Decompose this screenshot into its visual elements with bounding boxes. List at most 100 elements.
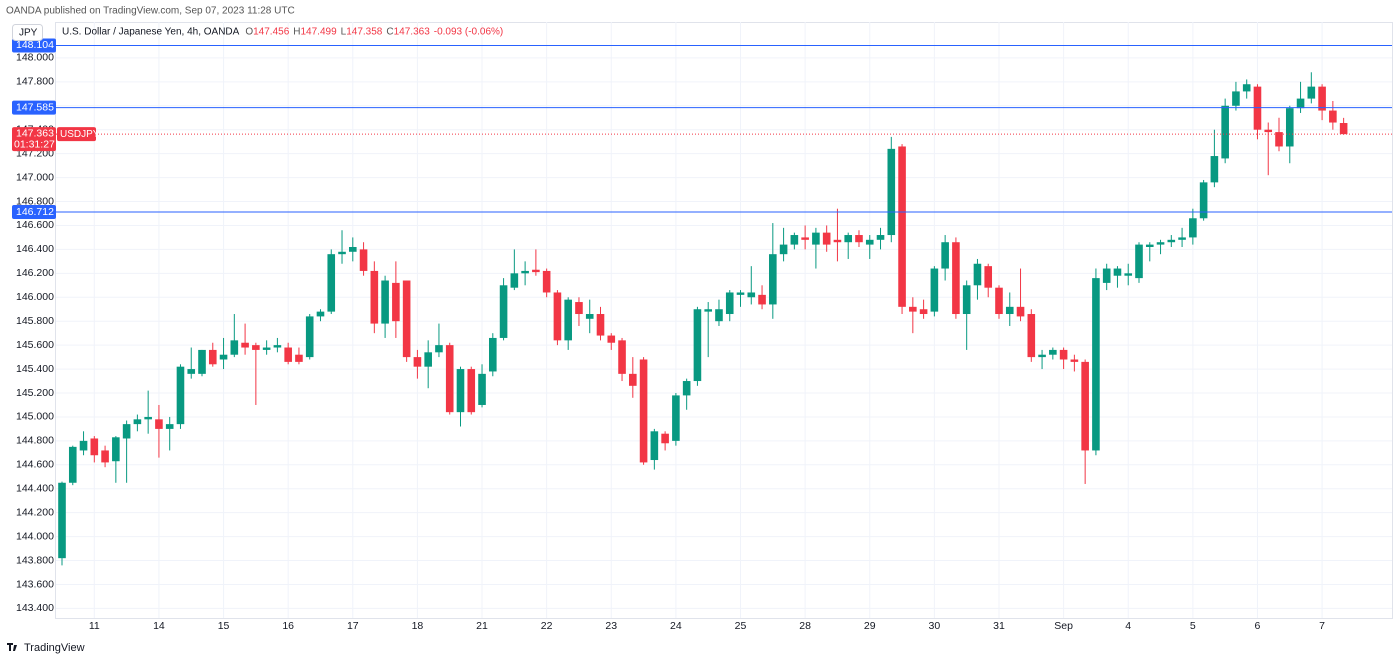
last-price-label: 147.363 — [16, 127, 54, 139]
last-price-tag — [12, 127, 56, 152]
candle-body — [952, 242, 960, 315]
candle-body — [898, 146, 906, 307]
candle-body — [273, 345, 282, 348]
candle-body — [122, 424, 131, 439]
candle-body — [381, 280, 389, 324]
candle-body — [305, 316, 314, 358]
candle-body — [1113, 268, 1122, 276]
candle-body — [984, 266, 993, 288]
candle-body — [1016, 306, 1025, 317]
y-tick-label: 148.000 — [16, 52, 54, 64]
candle-body — [1145, 244, 1154, 247]
candle-body — [693, 309, 702, 382]
symbol-label: USDJPY — [60, 129, 100, 140]
candle-body — [1156, 242, 1165, 245]
candle-body — [219, 354, 228, 360]
candle-body — [564, 299, 572, 341]
candle-body — [1059, 349, 1068, 360]
candle-body — [90, 438, 99, 456]
candle-body — [478, 373, 486, 405]
candle-body — [1027, 314, 1036, 358]
candle-body — [801, 237, 809, 240]
candle-body — [338, 251, 346, 255]
y-tick-label: 147.000 — [16, 171, 54, 183]
candle-body — [510, 273, 519, 288]
x-tick-label: 6 — [1255, 620, 1261, 632]
candle-body — [133, 419, 142, 425]
symbol-tag — [57, 127, 96, 142]
legend-key: L — [341, 27, 347, 38]
y-tick-label: 145.600 — [16, 339, 54, 351]
x-tick-label: 4 — [1125, 620, 1131, 632]
overlay: 148.104147.585146.712147.36301:31:27USDJ… — [12, 24, 1392, 220]
legend-value: 147.358 — [346, 27, 383, 38]
candle-body — [575, 302, 583, 315]
candle-body — [1092, 278, 1100, 451]
candle-body — [262, 347, 271, 350]
level-tag — [12, 38, 56, 53]
candle-body — [176, 366, 185, 425]
candle-body — [585, 314, 594, 319]
candle-body — [607, 335, 616, 343]
legend-key: H — [293, 27, 300, 38]
candle-body — [973, 263, 982, 286]
countdown: 01:31:27 — [14, 138, 55, 150]
plot-frame — [55, 22, 1393, 619]
grid: 143.400 143.600 143.800 144.000 144.200 144.4… — [16, 22, 1392, 632]
candle-body — [790, 235, 799, 245]
candle-body — [758, 294, 766, 305]
legend-key: C — [386, 27, 393, 38]
currency-box — [12, 24, 43, 41]
x-tick-label: 24 — [670, 620, 682, 632]
logo-icon — [7, 643, 17, 651]
candle-body — [424, 352, 432, 367]
chart-title: U.S. Dollar / Japanese Yen, 4h, OANDA — [62, 27, 240, 38]
candle-body — [1339, 123, 1348, 135]
x-tick-label: 18 — [412, 620, 424, 632]
candle-body — [1005, 306, 1014, 315]
candle-body — [413, 357, 422, 367]
y-tick-label: 146.600 — [16, 219, 54, 231]
candle-body — [844, 235, 853, 243]
candles — [58, 72, 1348, 566]
level-label: 147.585 — [16, 101, 54, 113]
candle-body — [865, 239, 874, 245]
candle-body — [1135, 244, 1143, 279]
y-tick-label: 144.200 — [16, 506, 54, 518]
y-tick-label: 145.400 — [16, 363, 54, 375]
x-tick-label: 23 — [605, 620, 617, 632]
candle-body — [833, 239, 842, 243]
candle-body — [639, 359, 648, 463]
candle-body — [489, 337, 497, 372]
candle-body — [499, 285, 508, 338]
candle-body — [68, 446, 77, 483]
candle-body — [1038, 354, 1046, 358]
currency-label: JPY — [19, 28, 38, 39]
y-tick-label: 146.000 — [16, 291, 54, 303]
candle-body — [812, 232, 820, 245]
x-tick-label: 25 — [735, 620, 747, 632]
candle-body — [618, 340, 626, 374]
candle-body — [187, 369, 196, 374]
y-tick-label: 144.800 — [16, 435, 54, 447]
y-tick-label: 143.600 — [16, 578, 54, 590]
candle-body — [876, 235, 885, 240]
candle-body — [348, 246, 357, 252]
y-tick-label: 146.200 — [16, 267, 54, 279]
candle-body — [230, 340, 239, 355]
level-tag — [12, 205, 56, 220]
x-tick-label: 21 — [476, 620, 488, 632]
y-tick-label: 144.600 — [16, 459, 54, 471]
candle-body — [672, 395, 680, 441]
candle-body — [1070, 359, 1079, 362]
candle-body — [1253, 86, 1262, 130]
candle-body — [919, 309, 928, 315]
candle-body — [198, 349, 206, 374]
legend-key: O — [245, 27, 253, 38]
x-tick-label: 31 — [993, 620, 1005, 632]
candle-body — [779, 244, 788, 255]
candle-body — [682, 381, 691, 396]
candle-body — [79, 440, 88, 451]
candle-body — [725, 292, 734, 315]
y-tick-label: 145.800 — [16, 315, 54, 327]
